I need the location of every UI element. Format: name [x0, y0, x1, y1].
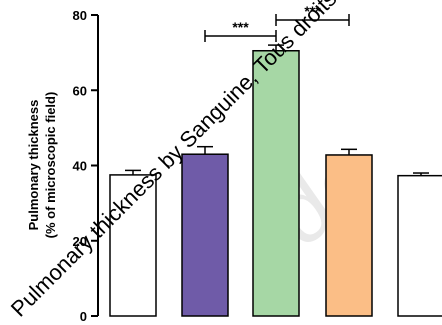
significance-label: *** — [232, 19, 249, 35]
y-tick-label: 60 — [73, 83, 87, 98]
bar — [181, 153, 229, 317]
y-axis-label: Pulmonary thickness (% of microscopic fi… — [26, 92, 58, 239]
significance-brackets: *** *** — [204, 3, 350, 42]
bar — [109, 174, 157, 317]
bar — [325, 154, 373, 317]
significance-label: *** — [304, 3, 321, 19]
y-tick-label: 40 — [73, 159, 87, 174]
y-tick-label: 0 — [80, 309, 87, 324]
bar — [252, 49, 300, 317]
y-tick-label: 20 — [73, 234, 87, 249]
bar — [397, 174, 442, 317]
y-axis: 0 20 40 60 80 — [73, 8, 99, 324]
y-axis-label-line1: Pulmonary thickness — [26, 100, 41, 231]
bars — [109, 44, 442, 317]
y-axis-label-line2: (% of microscopic field) — [43, 92, 58, 239]
y-tick-label: 80 — [73, 8, 87, 23]
